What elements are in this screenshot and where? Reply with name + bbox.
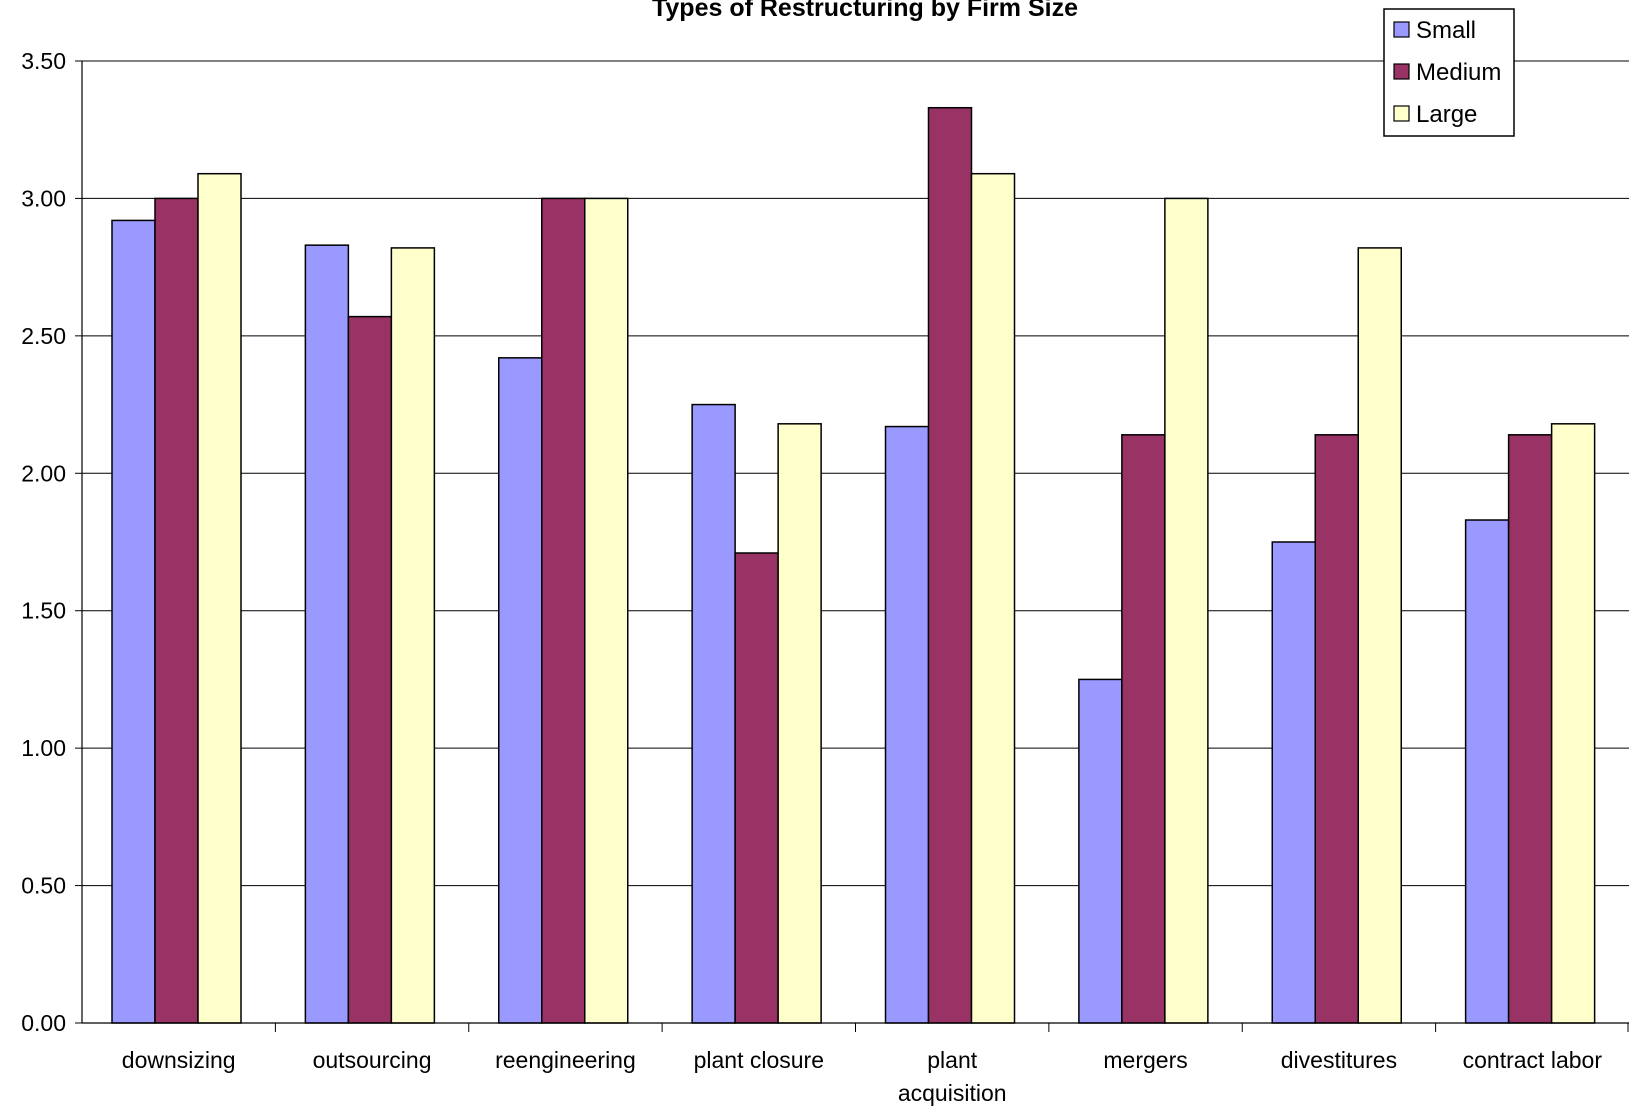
bar-small [304, 244, 350, 1024]
y-tick-label: 2.00 [21, 460, 66, 486]
x-tick-label: outsourcing [313, 1047, 432, 1073]
bar-small [498, 357, 543, 1024]
bar-large [1550, 423, 1596, 1024]
legend-label-medium: Medium [1416, 59, 1501, 86]
y-tick-label: 3.50 [21, 48, 66, 74]
bar-medium [541, 197, 586, 1024]
legend: Small Medium Large [1383, 8, 1515, 137]
y-tick-label: 2.50 [21, 323, 66, 349]
bar-small [1078, 678, 1123, 1024]
x-axis-ticks: downsizing outsourcing reengineering plant … [122, 1023, 1629, 1106]
bar-large [1357, 247, 1402, 1024]
bar-small [1271, 541, 1316, 1024]
bar-small [111, 219, 156, 1024]
x-tick-label: divestitures [1281, 1047, 1397, 1073]
x-tick-label: downsizing [122, 1047, 236, 1073]
chart-title: Types of Restructuring by Firm Size [652, 0, 1078, 22]
legend-label-large: Large [1416, 101, 1477, 128]
bar-medium [734, 552, 779, 1024]
y-tick-label: 0.00 [21, 1010, 66, 1036]
bar-small [691, 403, 736, 1024]
bar-large [584, 197, 629, 1024]
legend-swatch-small [1393, 21, 1410, 38]
bar-large [777, 423, 822, 1024]
bar-large [390, 247, 436, 1024]
bar-medium [154, 197, 199, 1024]
y-tick-label: 1.00 [21, 735, 66, 761]
x-tick-label: plant acquisition [898, 1047, 1007, 1106]
bar-small [884, 425, 930, 1024]
x-tick-label: reengineering [495, 1047, 636, 1073]
y-axis-ticks: 0.00 0.50 1.00 1.50 2.00 2.50 3.00 3.50 [21, 48, 82, 1036]
legend-label-small: Small [1416, 17, 1476, 44]
legend-swatch-medium [1393, 63, 1410, 80]
legend-swatch-large [1393, 105, 1410, 122]
bar-medium [1314, 434, 1359, 1024]
bar-large [197, 172, 242, 1024]
y-tick-label: 3.00 [21, 185, 66, 211]
bar-medium [927, 106, 973, 1024]
bar-medium [347, 315, 393, 1024]
bar-medium [1507, 434, 1553, 1024]
bar-small [1464, 519, 1510, 1024]
y-tick-label: 0.50 [21, 873, 66, 899]
x-tick-label: contract labor [1463, 1047, 1603, 1073]
x-tick-label: plant closure [694, 1047, 824, 1073]
y-tick-label: 1.50 [21, 598, 66, 624]
bar-medium [1121, 434, 1166, 1024]
bar-large [970, 172, 1016, 1024]
bar-large [1164, 197, 1209, 1024]
x-tick-label: mergers [1103, 1047, 1187, 1073]
bars [111, 106, 1596, 1024]
